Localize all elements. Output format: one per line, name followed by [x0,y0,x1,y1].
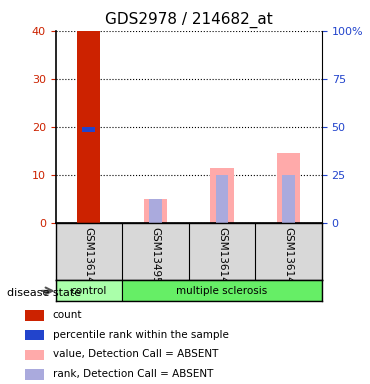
Bar [56,280,122,301]
Bar [216,175,228,223]
Text: multiple sclerosis: multiple sclerosis [176,286,268,296]
Text: count: count [53,310,82,320]
Bar [25,369,44,380]
Bar [149,199,162,223]
Text: value, Detection Call = ABSENT: value, Detection Call = ABSENT [53,349,218,359]
Text: GSM136140: GSM136140 [84,227,94,291]
Text: disease state: disease state [7,288,81,298]
Text: rank, Detection Call = ABSENT: rank, Detection Call = ABSENT [53,369,213,379]
Text: GSM136149: GSM136149 [283,227,294,291]
Bar [282,175,295,223]
Bar [25,310,44,321]
Text: percentile rank within the sample: percentile rank within the sample [53,330,228,340]
Bar [122,280,322,301]
Text: control: control [71,286,107,296]
Text: GSM134953: GSM134953 [150,227,161,291]
Bar [83,127,95,131]
Bar [210,167,234,223]
Bar [25,350,44,360]
Bar [77,31,101,223]
Bar [25,330,44,340]
Bar [277,153,300,223]
Text: GSM136147: GSM136147 [217,227,227,291]
Bar [144,199,167,223]
Title: GDS2978 / 214682_at: GDS2978 / 214682_at [105,12,273,28]
